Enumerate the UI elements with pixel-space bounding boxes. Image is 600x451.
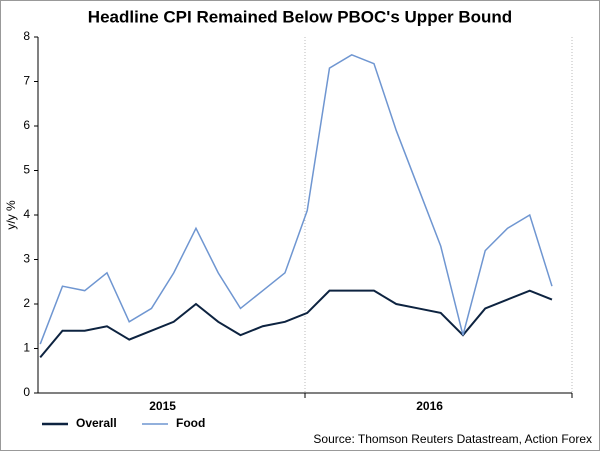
- legend-label: Overall: [76, 416, 117, 430]
- y-tick-label: 1: [23, 341, 30, 355]
- x-group-label: 2015: [149, 399, 176, 413]
- y-tick-label: 0: [23, 385, 30, 399]
- y-tick-label: 5: [23, 163, 30, 177]
- chart-title: Headline CPI Remained Below PBOC's Upper…: [88, 7, 512, 26]
- legend-label: Food: [176, 416, 205, 430]
- source: Source: Thomson Reuters Datastream, Acti…: [313, 432, 592, 446]
- y-tick-label: 8: [23, 29, 30, 43]
- y-tick-label: 2: [23, 296, 30, 310]
- series-line: [39, 289, 553, 359]
- y-tick-label: 7: [23, 74, 30, 88]
- x-group-label: 2016: [416, 399, 443, 413]
- series-line: [39, 53, 553, 345]
- y-axis-label: y/y %: [4, 200, 18, 230]
- y-tick-label: 3: [23, 252, 30, 266]
- y-tick-label: 6: [23, 118, 30, 132]
- y-tick-label: 4: [23, 207, 30, 221]
